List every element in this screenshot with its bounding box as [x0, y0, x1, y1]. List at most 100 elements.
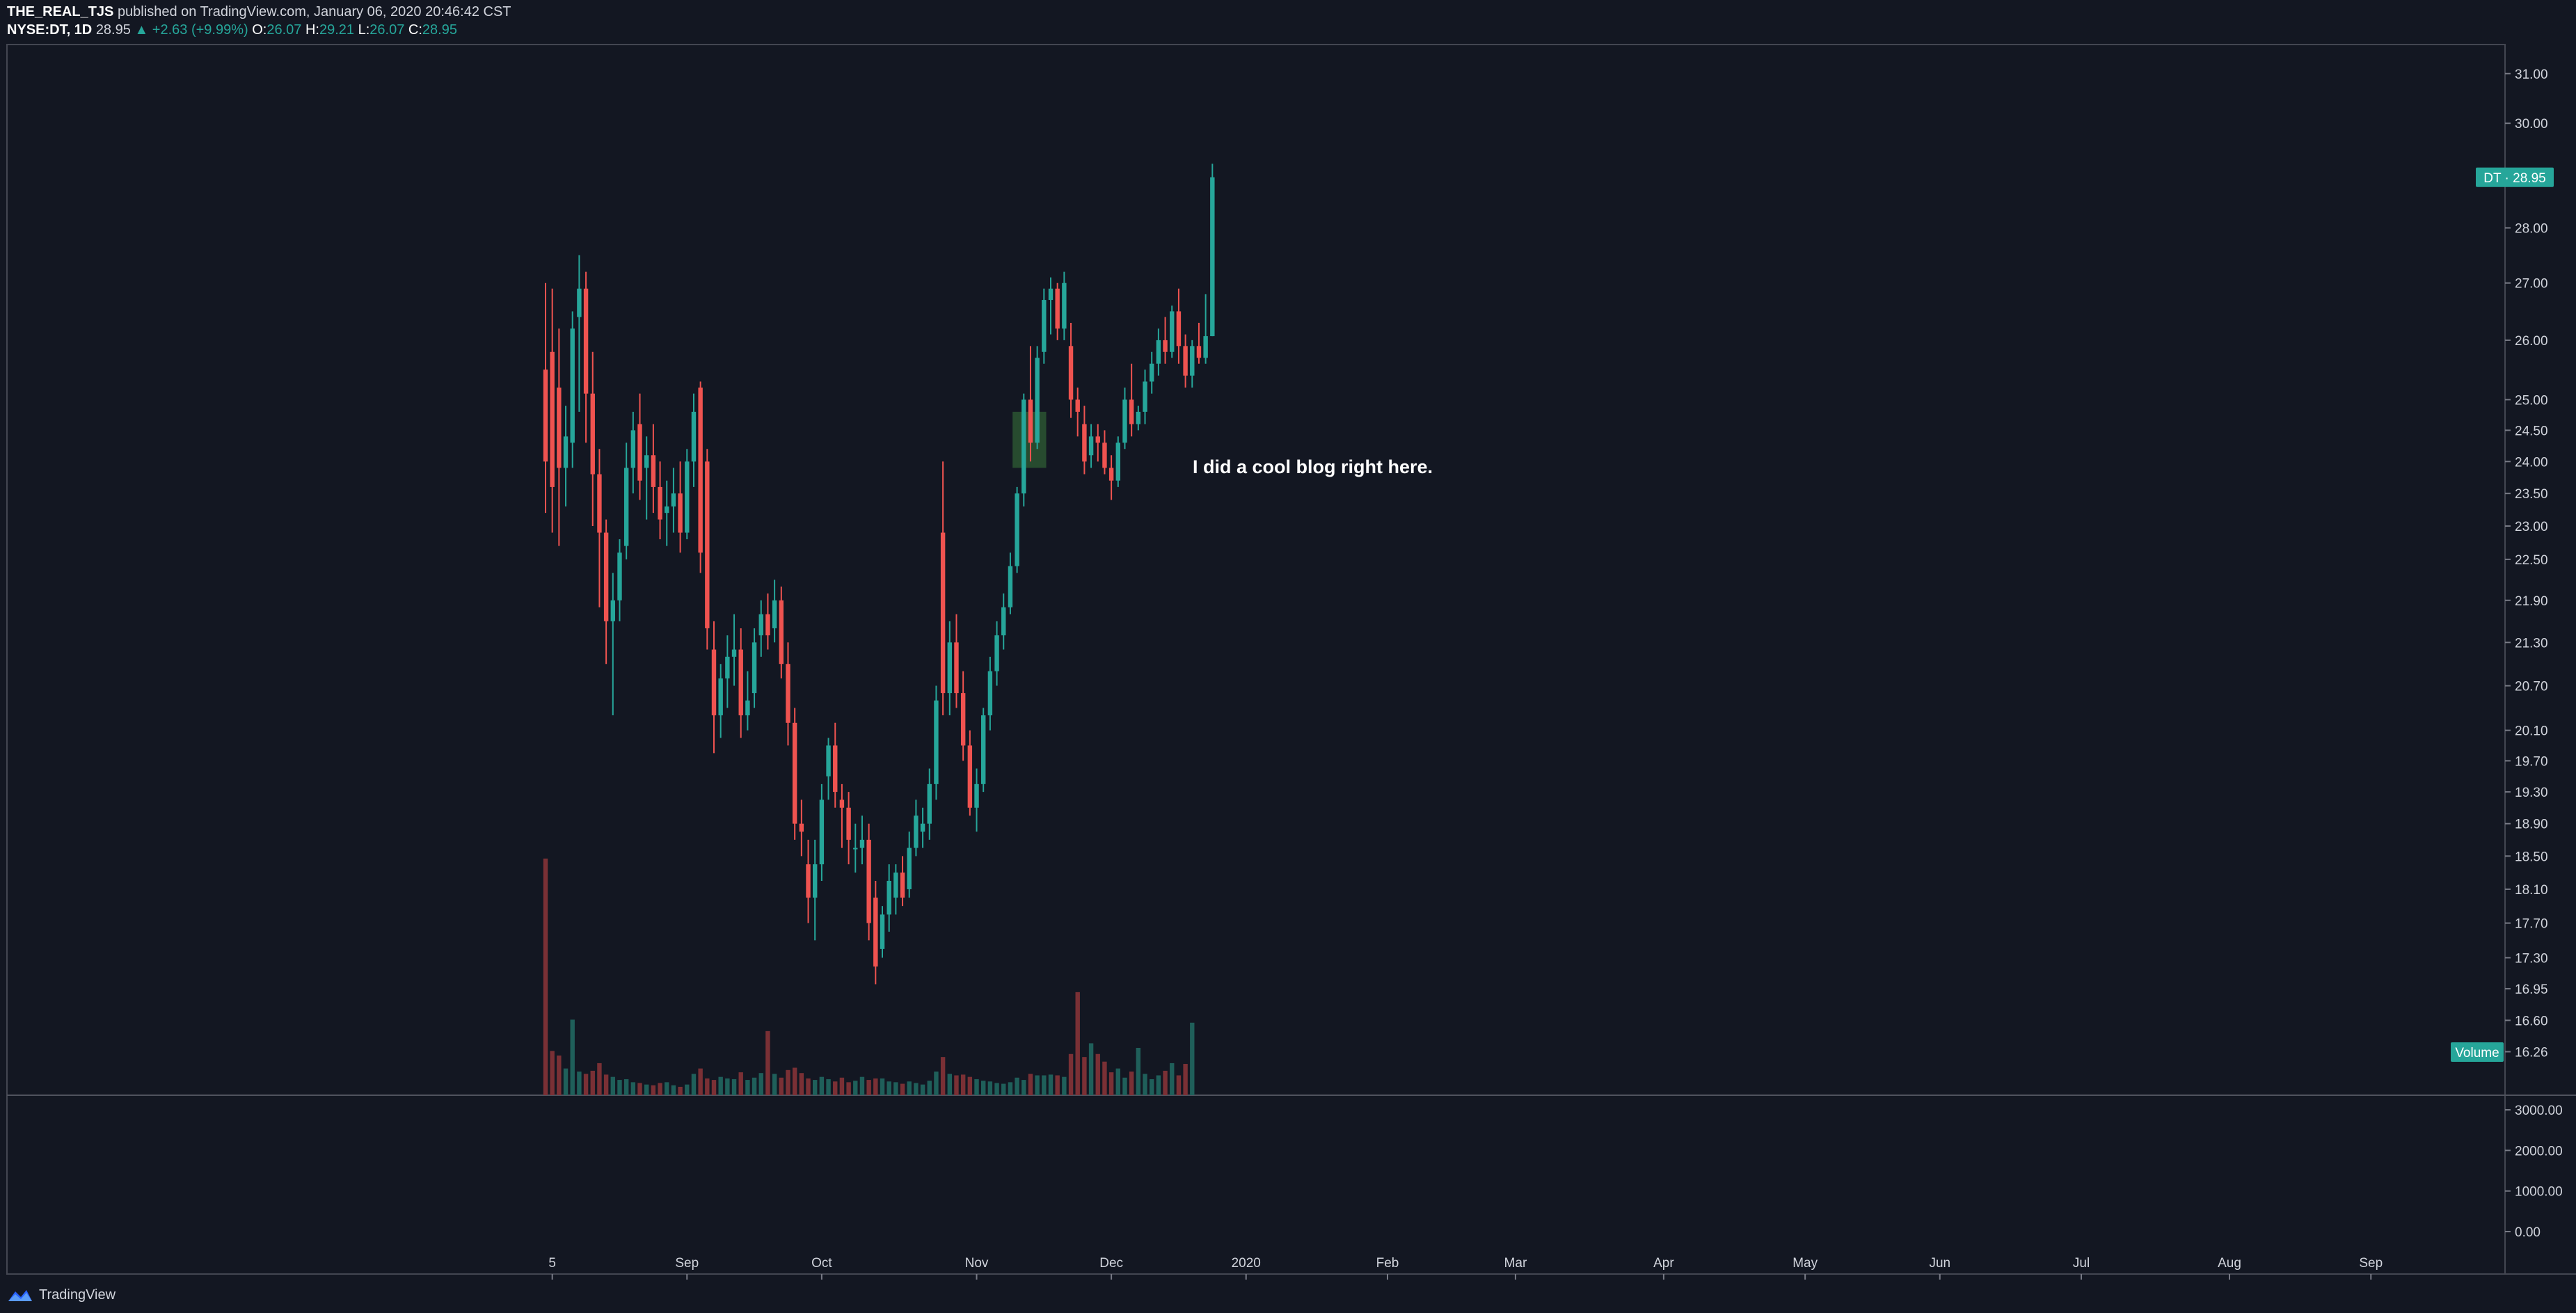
candle-body	[557, 388, 562, 468]
volume-bar	[1129, 1071, 1134, 1095]
candle	[954, 614, 959, 708]
candle-body	[893, 873, 898, 898]
candle-body	[846, 807, 851, 840]
volume-tag-label: Volume	[2455, 1046, 2499, 1060]
volume-bar	[725, 1078, 730, 1095]
candle	[557, 328, 562, 546]
candle	[765, 593, 770, 650]
volume-tick-label: 0.00	[2515, 1225, 2541, 1240]
candle-body	[617, 552, 622, 600]
price-tick-label: 20.70	[2515, 680, 2548, 694]
candle	[1001, 593, 1006, 650]
volume-bar	[1108, 1072, 1114, 1095]
symbol-interval[interactable]: NYSE:DT, 1D	[7, 22, 93, 38]
volume-bar	[859, 1076, 865, 1095]
candle	[725, 635, 730, 708]
candle	[920, 807, 925, 848]
volume-bar	[603, 1074, 609, 1095]
candle-body	[1055, 288, 1060, 329]
volume-bar	[752, 1077, 757, 1095]
volume-bar	[1062, 1076, 1067, 1095]
candle	[623, 443, 629, 559]
price-change: ▲ +2.63 (+9.99%)	[134, 22, 248, 38]
candle-body	[927, 783, 932, 824]
volume-bar	[1176, 1075, 1182, 1095]
tags: DT · 28.95 Volume	[2451, 167, 2554, 1062]
volume-bar	[934, 1071, 939, 1095]
candle	[1115, 436, 1120, 487]
candle-body	[745, 700, 750, 716]
volume-bar	[678, 1086, 683, 1095]
price-tick-label: 23.00	[2515, 520, 2548, 534]
candle	[678, 461, 683, 553]
volume-bar	[644, 1084, 649, 1095]
candle	[570, 311, 575, 468]
candle-body	[765, 614, 770, 636]
candle-body	[987, 671, 993, 716]
candle	[1068, 322, 1074, 418]
volume-bar	[1143, 1074, 1147, 1095]
volume-bar	[954, 1075, 959, 1095]
candle	[637, 393, 642, 500]
time-axis[interactable]: 5 Sep Oct Nov Dec 2020 Feb Mar Apr May Jun Jul Aug Se…	[548, 1256, 2383, 1280]
volume-bar	[550, 1051, 555, 1095]
candle	[758, 600, 763, 657]
candle	[1048, 277, 1054, 335]
volume-bar	[1095, 1053, 1100, 1095]
candle	[1108, 455, 1114, 500]
candle-body	[940, 532, 946, 694]
candle-body	[563, 436, 569, 468]
candle-body	[577, 288, 582, 317]
candle	[994, 621, 999, 686]
candle-body	[543, 369, 548, 462]
candle	[866, 823, 871, 941]
candle	[853, 823, 858, 873]
candle-body	[610, 600, 615, 621]
candle	[603, 519, 609, 665]
candle-body	[967, 745, 973, 808]
candle	[1055, 283, 1060, 340]
candle-body	[1021, 399, 1026, 494]
volume-axis[interactable]: 3000.00 2000.00 1000.00 0.00	[2505, 1104, 2563, 1240]
candle-body	[691, 411, 697, 462]
volume-bar	[1122, 1077, 1127, 1095]
footer-brand[interactable]: TradingView	[7, 1284, 116, 1305]
close-value: 28.95	[422, 22, 457, 38]
candle	[967, 730, 973, 816]
volume-bar	[577, 1071, 582, 1095]
publish-line: THE_REAL_TJS published on TradingView.co…	[7, 3, 511, 21]
candle	[1183, 334, 1188, 388]
candle	[900, 856, 905, 907]
candle-body	[1008, 566, 1013, 607]
candle	[658, 461, 662, 540]
candle-body	[833, 745, 838, 793]
pane-frame	[6, 44, 2506, 1275]
time-tick-label: Nov	[965, 1256, 989, 1271]
candle-body	[954, 642, 959, 694]
candle-body	[853, 848, 858, 850]
candle	[1042, 288, 1047, 364]
volume-bar	[1075, 992, 1080, 1095]
candle-body	[873, 898, 878, 967]
price-axis[interactable]: 31.00 30.00 28.00 27.00 26.00 25.00 24.50 24.00…	[2505, 67, 2548, 1060]
candle	[1196, 322, 1202, 364]
volume-bar	[718, 1076, 723, 1095]
candle-body	[1210, 177, 1215, 337]
author-name[interactable]: THE_REAL_TJS	[7, 4, 114, 19]
candle	[685, 449, 690, 540]
candle	[907, 831, 912, 898]
price-tick-label: 18.90	[2515, 818, 2548, 832]
high-label: H:	[305, 22, 319, 38]
candle-body	[934, 700, 939, 784]
time-tick-label: Jul	[2073, 1256, 2090, 1271]
candle	[711, 621, 717, 754]
volume-tick-label: 3000.00	[2515, 1104, 2563, 1118]
candle	[665, 480, 669, 546]
candle	[786, 642, 790, 746]
volume-bar	[772, 1074, 777, 1095]
volume-bar	[987, 1081, 993, 1095]
candle-body	[1170, 311, 1175, 352]
candle	[543, 283, 548, 514]
price-tick-label: 16.60	[2515, 1014, 2548, 1028]
